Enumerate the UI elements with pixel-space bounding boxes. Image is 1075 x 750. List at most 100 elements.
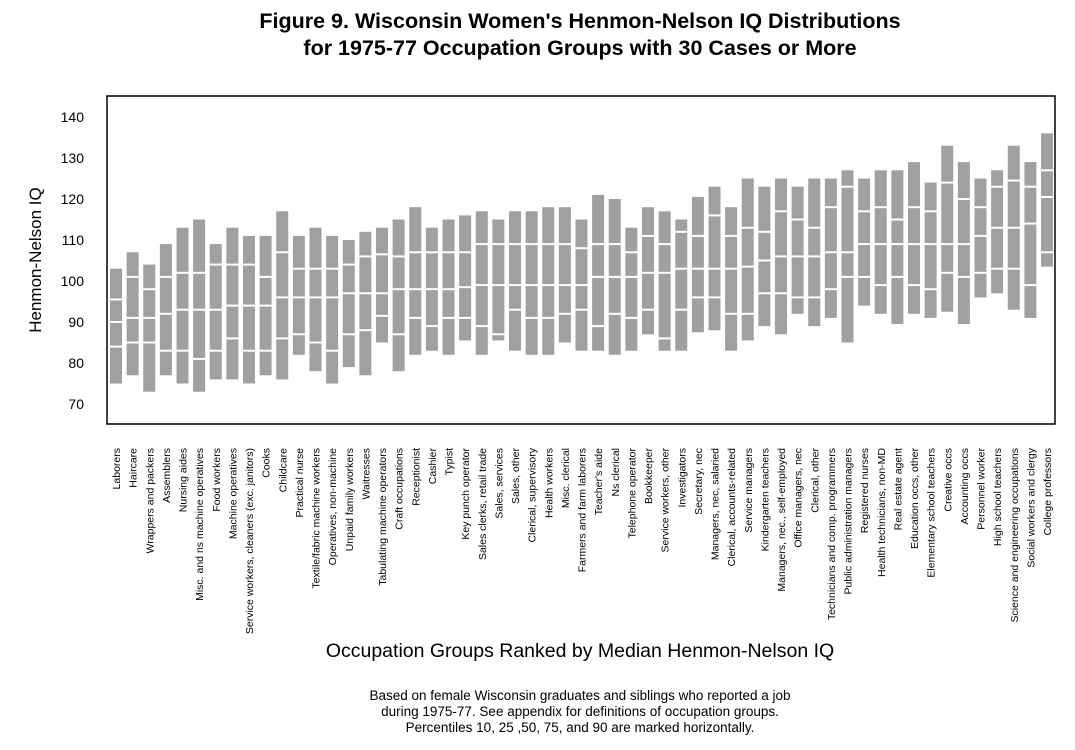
segment-p50-p75 xyxy=(509,245,521,285)
x-tick-label: Sales, services xyxy=(493,448,505,519)
segment-p10-p25 xyxy=(159,351,172,376)
segment-p25-p50 xyxy=(292,298,305,334)
segment-p75-p90 xyxy=(691,196,704,235)
segment-p25-p50 xyxy=(209,310,222,350)
segment-p10-p25 xyxy=(326,351,339,384)
segment-p25-p50 xyxy=(525,286,538,317)
segment-p75-p90 xyxy=(492,219,505,244)
segment-p25-p50 xyxy=(824,253,837,289)
x-tick-label: Health workers xyxy=(543,448,555,518)
occupation-bar xyxy=(675,219,688,351)
segment-p50-p75 xyxy=(292,269,305,297)
occupation-bar xyxy=(625,227,638,351)
segment-p50-p75 xyxy=(326,269,339,297)
x-tick-label: Science and engineering occupations xyxy=(1009,448,1021,623)
x-tick-label: Textile/fabric machine workers xyxy=(311,448,323,589)
segment-p10-p25 xyxy=(359,331,372,376)
segment-p25-p50 xyxy=(808,257,821,297)
occupation-bar xyxy=(542,207,555,355)
segment-p75-p90 xyxy=(342,240,355,264)
x-tick-label: Receptionist xyxy=(410,448,422,506)
segment-p50-p75 xyxy=(741,228,754,266)
x-tick-label: Machine operatives xyxy=(227,448,239,539)
segment-p25-p50 xyxy=(442,290,455,317)
segment-p75-p90 xyxy=(941,145,954,182)
x-tick-label: Sales clerks, retail trade xyxy=(477,448,489,560)
occupation-bar xyxy=(891,170,904,325)
segment-p75-p90 xyxy=(425,227,438,252)
occupation-bar xyxy=(475,211,488,355)
segment-p50-p75 xyxy=(409,253,422,289)
segment-p10-p25 xyxy=(758,294,771,327)
segment-p75-p90 xyxy=(558,207,571,244)
occupation-bar xyxy=(226,227,239,380)
segment-p10-p25 xyxy=(941,273,954,312)
x-tick-label: Creative occs xyxy=(942,448,954,512)
segment-p50-p75 xyxy=(725,236,738,268)
segment-p25-p50 xyxy=(309,298,322,342)
x-tick-label: Childcare xyxy=(277,448,289,493)
segment-p50-p75 xyxy=(525,245,538,285)
segment-p75-p90 xyxy=(193,219,206,272)
occupation-bar xyxy=(708,186,721,331)
segment-p75-p90 xyxy=(874,170,887,207)
segment-p25-p50 xyxy=(675,269,688,309)
segment-p10-p25 xyxy=(625,318,638,351)
occupation-bar xyxy=(176,227,189,384)
segment-p10-p25 xyxy=(542,318,555,355)
x-tick-label: Assemblers xyxy=(161,448,173,503)
segment-p10-p25 xyxy=(924,290,937,318)
segment-p50-p75 xyxy=(708,216,721,268)
segment-p10-p25 xyxy=(991,269,1004,294)
occupation-bar xyxy=(941,145,954,312)
segment-p25-p50 xyxy=(276,298,289,338)
occupation-bar xyxy=(725,207,738,351)
x-tick-label: Telephone operator xyxy=(626,448,638,539)
segment-p50-p75 xyxy=(359,257,372,293)
x-tick-label: Teacher's aide xyxy=(593,448,605,516)
x-tick-label: Social workers and clergy xyxy=(1025,447,1037,567)
occupation-bar xyxy=(376,227,388,343)
occupation-bar xyxy=(608,199,621,355)
segment-p25-p50 xyxy=(608,277,621,313)
segment-p75-p90 xyxy=(376,227,388,254)
bars-layer xyxy=(110,133,1053,392)
segment-p25-p50 xyxy=(376,294,388,315)
segment-p10-p25 xyxy=(558,314,571,343)
segment-p50-p75 xyxy=(342,265,355,293)
segment-p25-p50 xyxy=(691,269,704,297)
segment-p50-p75 xyxy=(758,232,771,260)
segment-p10-p25 xyxy=(691,298,704,333)
segment-p25-p50 xyxy=(1007,228,1020,268)
segment-p10-p25 xyxy=(376,316,388,343)
x-tick-label: Health technicians, non-MD xyxy=(876,448,888,577)
segment-p25-p50 xyxy=(226,306,239,338)
occupation-bar xyxy=(1024,162,1037,318)
segment-p75-p90 xyxy=(226,227,239,264)
segment-p25-p50 xyxy=(259,306,272,350)
segment-p10-p25 xyxy=(808,298,821,327)
segment-p50-p75 xyxy=(176,273,189,309)
y-tick-label: 100 xyxy=(61,273,85,289)
segment-p75-p90 xyxy=(991,170,1004,186)
footnote-line-3: Percentiles 10, 25 ,50, 75, and 90 are m… xyxy=(405,720,755,735)
segment-p25-p50 xyxy=(625,277,638,317)
segment-p10-p25 xyxy=(475,327,488,355)
segment-p75-p90 xyxy=(409,207,422,252)
occupation-bar xyxy=(259,235,272,376)
occupation-bar xyxy=(858,178,871,306)
occupation-bar xyxy=(908,162,920,314)
occupation-bar xyxy=(359,231,372,376)
segment-p10-p25 xyxy=(1024,286,1037,318)
segment-p25-p50 xyxy=(708,269,721,297)
segment-p10-p25 xyxy=(292,335,305,355)
segment-p50-p75 xyxy=(841,187,854,252)
segment-p25-p50 xyxy=(243,306,255,350)
segment-p25-p50 xyxy=(126,318,139,342)
occupation-bar xyxy=(1007,145,1020,310)
segment-p10-p25 xyxy=(110,347,122,384)
x-tick-label: Misc. and ns machine operatives xyxy=(194,448,206,601)
x-tick-label: Nursing aides xyxy=(178,448,190,512)
segment-p25-p50 xyxy=(775,257,787,293)
segment-p50-p75 xyxy=(558,245,571,285)
